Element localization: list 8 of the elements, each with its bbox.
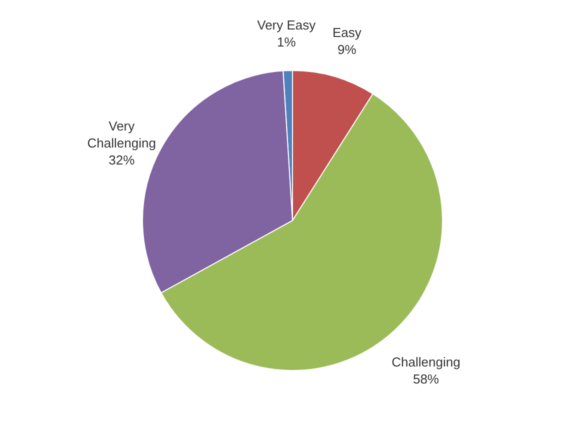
data-label: 1% [276,34,296,50]
data-label: 58% [412,372,440,387]
slice-label: Very Easy [257,18,316,33]
data-label: 32% [108,152,136,168]
data-label: 9% [338,42,357,58]
slice-label: Easy [332,25,362,40]
slice-label: Challenging [392,354,460,370]
slice-label: Very Challenging [87,118,156,151]
